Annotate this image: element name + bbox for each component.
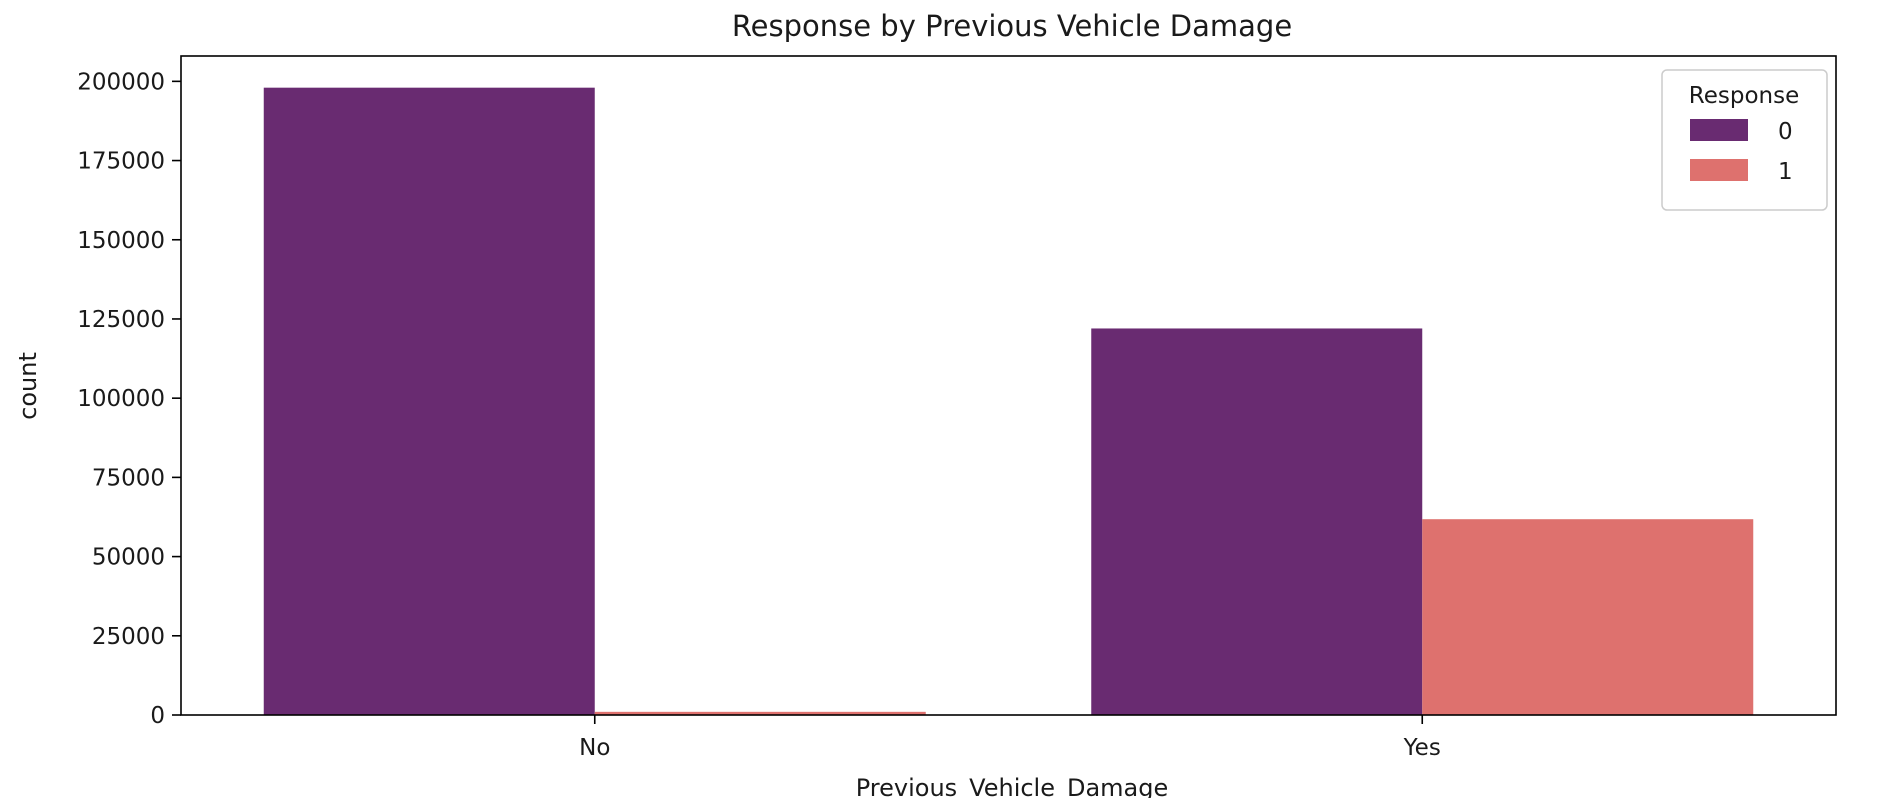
- y-tick-label: 175000: [77, 149, 165, 175]
- y-ticks-group: 0 25000 50000 75000 100000 125000 150000 175000…: [77, 69, 181, 729]
- legend-swatch-1: [1690, 159, 1748, 181]
- legend-label-1: 1: [1778, 159, 1793, 185]
- x-tick-label: Yes: [1403, 735, 1441, 761]
- bar-yes-response-0: [1091, 328, 1423, 715]
- y-tick-label: 50000: [92, 545, 165, 571]
- y-tick-label: 75000: [92, 465, 165, 491]
- legend-label-0: 0: [1778, 119, 1793, 145]
- y-tick-label: 0: [150, 703, 165, 729]
- bar-yes-response-1: [1422, 519, 1754, 715]
- y-tick-label: 200000: [77, 69, 165, 95]
- plot-frame: [180, 55, 1837, 716]
- x-tick-label: No: [579, 735, 610, 761]
- bars-group: [263, 87, 1754, 716]
- y-tick-label: 125000: [77, 307, 165, 333]
- x-axis-label: Previous_Vehicle_Damage: [856, 774, 1169, 798]
- y-tick-label: 150000: [77, 228, 165, 254]
- chart-title: Response by Previous Vehicle Damage: [732, 9, 1292, 43]
- y-tick-label: 25000: [92, 624, 165, 650]
- y-axis-label: count: [14, 352, 42, 420]
- legend-title: Response: [1689, 83, 1799, 109]
- legend-items: 01: [1690, 119, 1793, 185]
- legend-swatch-0: [1690, 119, 1748, 141]
- x-ticks-group: No Yes: [579, 715, 1441, 761]
- y-tick-label: 100000: [77, 386, 165, 412]
- legend: Response 01: [1661, 69, 1828, 211]
- bar-no-response-1: [594, 711, 926, 715]
- bar-no-response-0: [263, 87, 595, 716]
